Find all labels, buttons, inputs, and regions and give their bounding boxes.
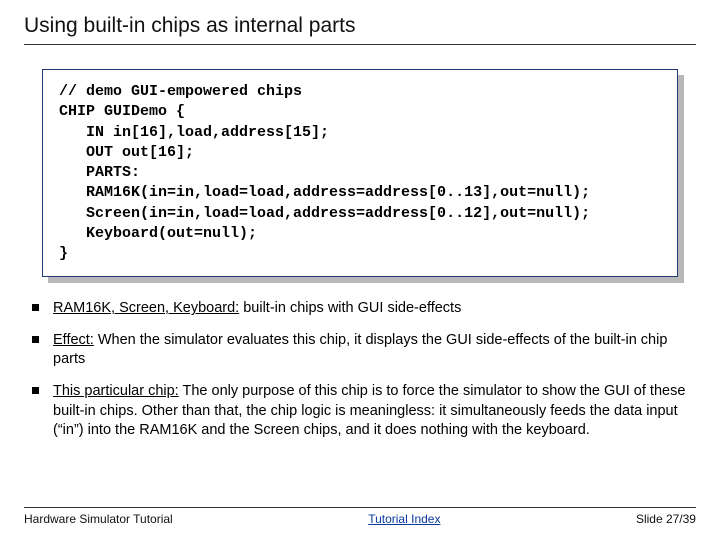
code-line: RAM16K(in=in,load=load,address=address[0… <box>59 184 590 201</box>
tutorial-index-link[interactable]: Tutorial Index <box>368 512 440 526</box>
bullet-square-icon <box>32 387 39 394</box>
bullet-square-icon <box>32 336 39 343</box>
bullet-text: This particular chip: The only purpose o… <box>53 382 688 441</box>
footer: Hardware Simulator Tutorial Tutorial Ind… <box>24 507 696 526</box>
bullet-text: Effect: When the simulator evaluates thi… <box>53 331 688 370</box>
bullet-rest: built-in chips with GUI side-effects <box>239 300 461 316</box>
bullet-square-icon <box>32 304 39 311</box>
code-line: } <box>59 245 68 262</box>
list-item: RAM16K, Screen, Keyboard: built-in chips… <box>32 299 688 319</box>
code-line: CHIP GUIDemo { <box>59 103 185 120</box>
slide: Using built-in chips as internal parts /… <box>0 0 720 540</box>
code-line: IN in[16],load,address[15]; <box>59 124 329 141</box>
bullet-lead: Effect: <box>53 332 94 348</box>
page-title: Using built-in chips as internal parts <box>24 14 696 45</box>
bullet-text: RAM16K, Screen, Keyboard: built-in chips… <box>53 299 688 319</box>
bullet-lead: RAM16K, Screen, Keyboard: <box>53 300 239 316</box>
code-block: // demo GUI-empowered chips CHIP GUIDemo… <box>42 69 678 277</box>
code-line: Screen(in=in,load=load,address=address[0… <box>59 205 590 222</box>
footer-left: Hardware Simulator Tutorial <box>24 512 173 526</box>
code-line: // demo GUI-empowered chips <box>59 83 302 100</box>
bullet-lead: This particular chip: <box>53 383 179 399</box>
list-item: Effect: When the simulator evaluates thi… <box>32 331 688 370</box>
code-line: PARTS: <box>59 164 140 181</box>
list-item: This particular chip: The only purpose o… <box>32 382 688 441</box>
code-line: Keyboard(out=null); <box>59 225 257 242</box>
bullet-rest: When the simulator evaluates this chip, … <box>53 332 667 368</box>
code-line: OUT out[16]; <box>59 144 194 161</box>
slide-number: Slide 27/39 <box>636 512 696 526</box>
code-box: // demo GUI-empowered chips CHIP GUIDemo… <box>42 69 678 277</box>
bullet-list: RAM16K, Screen, Keyboard: built-in chips… <box>32 299 688 440</box>
footer-line: Hardware Simulator Tutorial Tutorial Ind… <box>24 507 696 526</box>
